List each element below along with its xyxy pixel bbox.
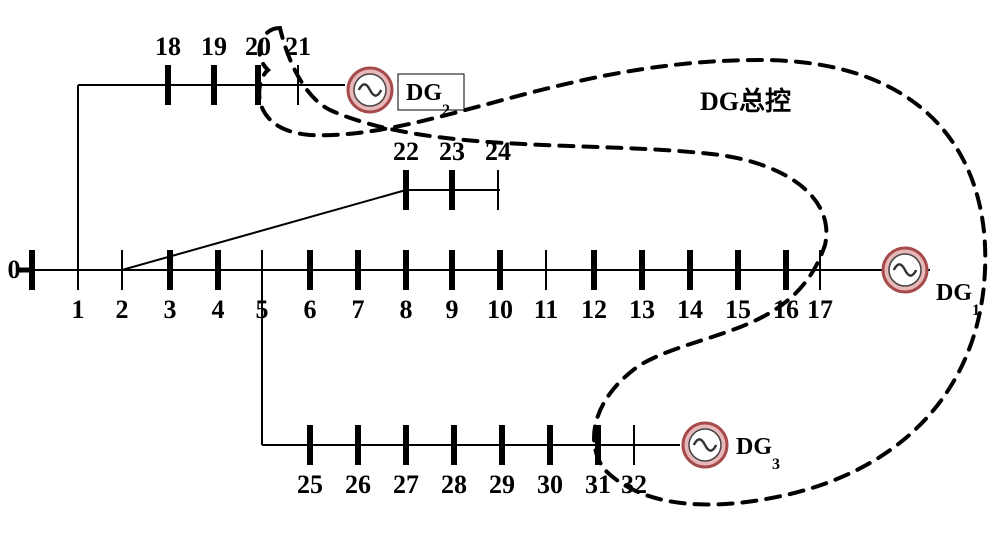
- bus-label-14: 14: [677, 295, 703, 324]
- generator-dg3-icon: DG3: [683, 423, 780, 473]
- bus-label-29: 29: [489, 470, 515, 499]
- bus-label-30: 30: [537, 470, 563, 499]
- bus-label-13: 13: [629, 295, 655, 324]
- bus-label-8: 8: [400, 295, 413, 324]
- bus-label-28: 28: [441, 470, 467, 499]
- generator-dg1-label: DG1: [936, 280, 980, 319]
- bus-label-25: 25: [297, 470, 323, 499]
- bus-label-23: 23: [439, 137, 465, 166]
- bus-label-16: 16: [773, 295, 799, 324]
- bus-label-5: 5: [256, 295, 269, 324]
- bus-label-10: 10: [487, 295, 513, 324]
- bus-label-11: 11: [534, 295, 559, 324]
- bus-network-diagram: 0123456789101112131415161718192021222324…: [0, 0, 1000, 543]
- bus-label-2: 2: [116, 295, 129, 324]
- bus-label-27: 27: [393, 470, 419, 499]
- bus-label-21: 21: [285, 32, 311, 61]
- bus-label-15: 15: [725, 295, 751, 324]
- bus-label-26: 26: [345, 470, 371, 499]
- bus-label-31: 31: [585, 470, 611, 499]
- bus-label-6: 6: [304, 295, 317, 324]
- bus-label-17: 17: [807, 295, 833, 324]
- generator-dg1-icon: DG1: [883, 248, 980, 319]
- bus-label-18: 18: [155, 32, 181, 61]
- bus-label-9: 9: [446, 295, 459, 324]
- generator-dg2-icon: DG2: [348, 68, 464, 119]
- bus-label-12: 12: [581, 295, 607, 324]
- bus-label-1: 1: [72, 295, 85, 324]
- bus-label-19: 19: [201, 32, 227, 61]
- bus-ticks: [32, 65, 820, 465]
- bus-label-7: 7: [352, 295, 365, 324]
- bus-label-22: 22: [393, 137, 419, 166]
- bus-label-0: 0: [8, 255, 21, 284]
- bus-label-20: 20: [245, 32, 271, 61]
- diagram-title: DG总控: [700, 87, 791, 116]
- bus-label-4: 4: [212, 295, 225, 324]
- generator-dg3-label: DG3: [736, 434, 780, 473]
- bus-label-24: 24: [485, 137, 511, 166]
- bus-label-3: 3: [164, 295, 177, 324]
- bus-label-32: 32: [621, 470, 647, 499]
